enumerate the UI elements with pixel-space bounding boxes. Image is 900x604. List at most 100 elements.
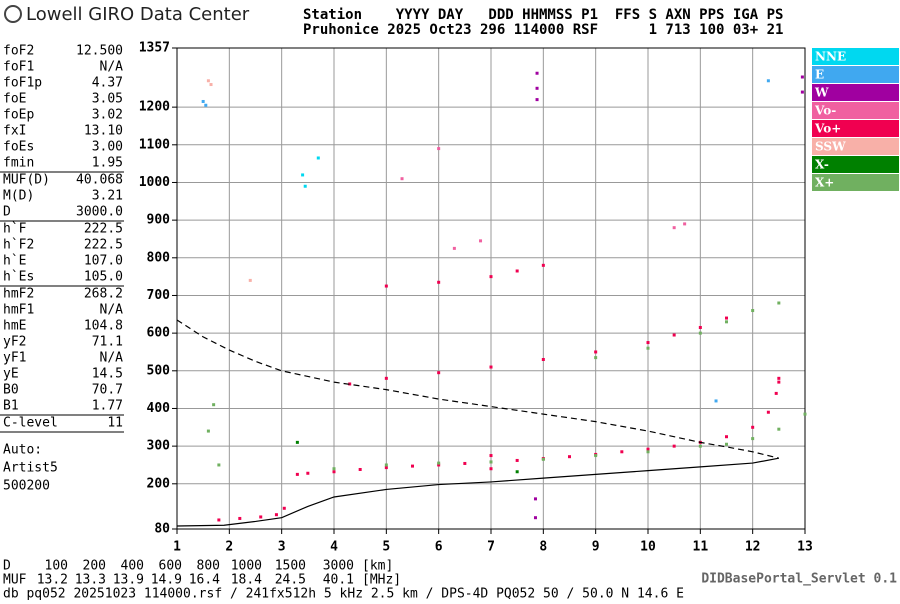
- param-value: 12.500: [76, 44, 123, 59]
- param-value: 3000.0: [76, 205, 123, 220]
- legend-swatch: [812, 84, 899, 101]
- trace-point: [437, 147, 441, 151]
- y-tick-label: 900: [147, 213, 171, 228]
- param-value: 1.95: [92, 156, 123, 171]
- trace-point: [358, 467, 362, 471]
- trace-point: [348, 382, 352, 386]
- trace-point: [594, 454, 598, 458]
- trace-point: [800, 90, 804, 94]
- trace-point: [437, 463, 441, 467]
- param-name: B1: [3, 399, 19, 414]
- param-name: C-level: [3, 416, 58, 431]
- trace-point: [646, 447, 650, 451]
- muf-unit: [MHz]: [362, 573, 401, 588]
- muf-value: 14.9: [151, 573, 182, 588]
- legend-label: NNE: [815, 50, 846, 64]
- x-tick-label: 2: [225, 540, 233, 555]
- trace-point: [751, 309, 755, 313]
- trace-point: [295, 440, 299, 444]
- trace-point: [206, 79, 210, 83]
- trace-point: [725, 442, 728, 446]
- trace-point: [535, 98, 539, 102]
- trace-point: [316, 156, 320, 160]
- trace-point: [400, 177, 404, 181]
- x-tick-label: 12: [745, 540, 761, 555]
- trace-point: [489, 454, 493, 458]
- trace-point: [384, 463, 388, 467]
- x-tick-label: 4: [330, 540, 338, 555]
- param-name: yE: [3, 367, 19, 382]
- trace-point: [725, 316, 728, 320]
- legend-label: X-: [815, 158, 829, 172]
- y-tick-label: 1200: [139, 100, 170, 115]
- legend-label: E: [815, 68, 824, 82]
- trace-point: [751, 437, 755, 441]
- legend-swatch: [812, 66, 899, 83]
- param-value: 1.77: [92, 399, 123, 414]
- trace-point: [332, 467, 336, 471]
- param-value: 4.37: [92, 76, 123, 91]
- param-value: 71.1: [92, 335, 123, 350]
- legend-swatch: [812, 156, 899, 173]
- trace-point: [259, 515, 263, 519]
- param-value: 14.5: [92, 367, 123, 382]
- param-name: foEs: [3, 140, 34, 155]
- legend-label: W: [814, 86, 829, 100]
- auto-text: Auto:: [3, 443, 42, 458]
- param-name: hmE: [3, 319, 26, 334]
- trace-point: [777, 301, 781, 305]
- trace-point: [212, 403, 216, 407]
- trace-point: [437, 461, 441, 465]
- d-value: 400: [121, 559, 144, 574]
- trace-point: [683, 222, 687, 226]
- trace-point: [479, 239, 483, 243]
- param-value: 268.2: [84, 287, 123, 302]
- trace-point: [620, 450, 624, 454]
- trace-point: [306, 471, 310, 475]
- trace-point: [489, 460, 493, 464]
- trace-point: [541, 263, 545, 267]
- param-value: 222.5: [84, 238, 123, 253]
- param-name: h`Es: [3, 270, 34, 285]
- x-tick-label: 5: [382, 540, 390, 555]
- x-tick-label: 6: [435, 540, 443, 555]
- param-name: MUF(D): [3, 173, 50, 188]
- trace-point: [568, 455, 571, 459]
- trace-point: [672, 333, 676, 337]
- trace-point: [698, 325, 702, 329]
- x-tick-label: 8: [539, 540, 547, 555]
- trace-point: [303, 184, 307, 188]
- trace-point: [282, 506, 286, 510]
- y-tick-label: 1000: [139, 175, 170, 190]
- muf-value: 13.2: [37, 573, 68, 588]
- param-value: 105.0: [84, 270, 123, 285]
- muf-value: 18.4: [231, 573, 262, 588]
- trace-point: [725, 320, 728, 324]
- muf-value: 13.3: [75, 573, 106, 588]
- legend-swatch: [812, 120, 899, 137]
- footer: db pq052 20251023 114000.rsf / 241fx512h…: [3, 587, 684, 601]
- trace-point: [777, 376, 781, 380]
- plot-frame: [176, 47, 806, 530]
- trace-point: [541, 457, 545, 461]
- param-name: h`F2: [3, 238, 34, 253]
- muf-value: 24.5: [275, 573, 306, 588]
- x-tick-label: 7: [487, 540, 495, 555]
- trace-point: [698, 331, 702, 335]
- param-value: 3.05: [92, 92, 123, 107]
- x-tick-label: 11: [693, 540, 709, 555]
- trace-point: [766, 79, 770, 83]
- d-value: 200: [83, 559, 106, 574]
- param-name: foEp: [3, 108, 34, 123]
- header-row: Pruhonice 2025 Oct23 296 114000 RSF 1 71…: [303, 22, 783, 38]
- trace-point: [437, 371, 441, 375]
- trace-point: [698, 444, 702, 448]
- trace-point: [672, 444, 676, 448]
- param-name: M(D): [3, 189, 34, 204]
- x-tick-label: 1: [173, 540, 181, 555]
- muf-label: MUF: [3, 573, 27, 588]
- x-tick-label: 10: [640, 540, 656, 555]
- y-tick-label: 500: [147, 363, 171, 378]
- trace-point: [515, 269, 519, 273]
